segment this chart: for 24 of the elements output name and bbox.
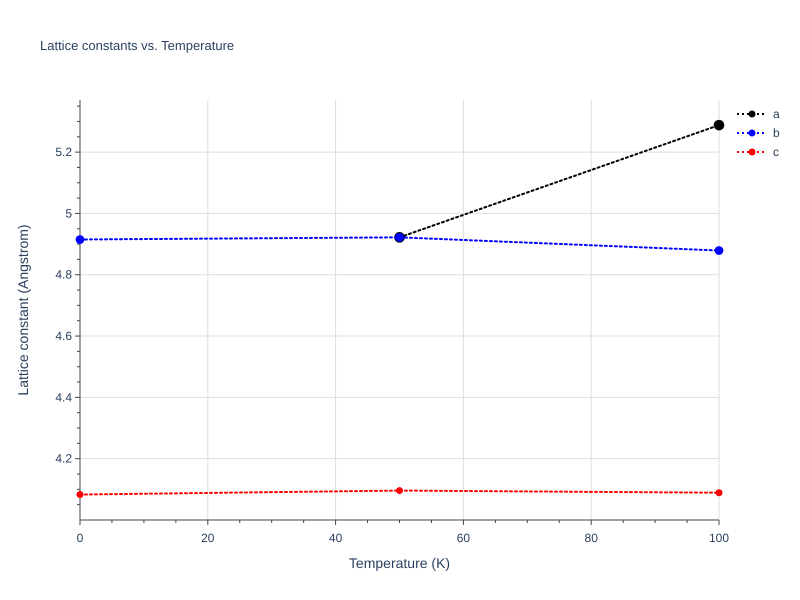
y-tick-label: 4.2	[55, 452, 72, 466]
x-tick-label: 100	[708, 531, 730, 545]
point	[714, 246, 724, 255]
y-axis-title: Lattice constant (Angstrom)	[15, 224, 31, 396]
point	[714, 120, 724, 130]
x-tick-label: 40	[328, 531, 343, 545]
legend-label: a	[773, 107, 780, 121]
point	[396, 487, 403, 494]
x-tick-label: 60	[456, 531, 470, 545]
x-tick-label: 80	[584, 531, 598, 545]
y-tick-label: 4.4	[55, 390, 72, 404]
x-tick-label: 0	[76, 531, 84, 545]
legend-label: c	[773, 145, 779, 159]
x-tick-label: 20	[201, 531, 215, 545]
y-tick-label: 4.6	[55, 329, 72, 344]
point	[716, 489, 722, 496]
point	[76, 235, 84, 244]
point	[76, 491, 84, 498]
legend-label: b	[773, 126, 780, 140]
x-axis-title: Temperature (K)	[348, 555, 450, 571]
y-tick-label: 5	[65, 206, 72, 220]
y-tick-label: 5.2	[55, 145, 72, 160]
y-tick-label: 4.8	[55, 268, 72, 282]
chart-title: Lattice constants vs. Temperature	[40, 38, 234, 53]
